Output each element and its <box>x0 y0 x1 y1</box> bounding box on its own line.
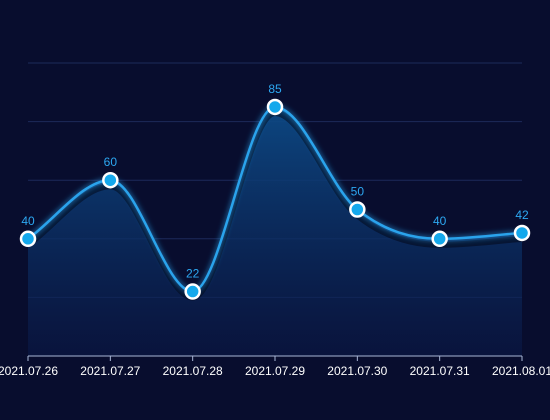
data-point-marker[interactable] <box>513 224 531 242</box>
x-tick-labels: 2021.07.26 2021.07.27 2021.07.28 2021.07.29… <box>0 364 550 378</box>
x-tick-label: 2021.08.01 <box>492 364 550 378</box>
data-point-marker[interactable] <box>102 171 119 189</box>
data-value-label: 22 <box>186 267 200 281</box>
x-tick-label: 2021.07.31 <box>410 364 470 378</box>
data-value-label: 85 <box>268 82 282 96</box>
x-tick-label: 2021.07.27 <box>80 364 140 378</box>
data-point-marker[interactable] <box>349 201 366 218</box>
data-labels: 40 60 22 85 50 40 42 <box>21 82 529 281</box>
area-fill <box>28 106 522 356</box>
data-value-label: 40 <box>21 214 35 228</box>
x-tick-label: 2021.07.28 <box>163 364 223 378</box>
x-tick-label: 2021.07.26 <box>0 364 58 378</box>
data-value-label: 42 <box>515 208 529 222</box>
series-area <box>28 106 522 356</box>
data-value-label: 40 <box>433 214 447 228</box>
data-point-marker[interactable] <box>19 230 37 248</box>
data-value-label: 60 <box>104 155 118 169</box>
x-axis <box>27 355 523 361</box>
x-tick-label: 2021.07.29 <box>245 364 305 378</box>
data-markers <box>19 98 531 300</box>
data-point-marker[interactable] <box>266 98 284 116</box>
data-value-label: 50 <box>351 185 365 199</box>
data-point-marker[interactable] <box>431 230 448 248</box>
data-point-marker[interactable] <box>184 283 201 300</box>
x-tick-label: 2021.07.30 <box>327 364 387 378</box>
